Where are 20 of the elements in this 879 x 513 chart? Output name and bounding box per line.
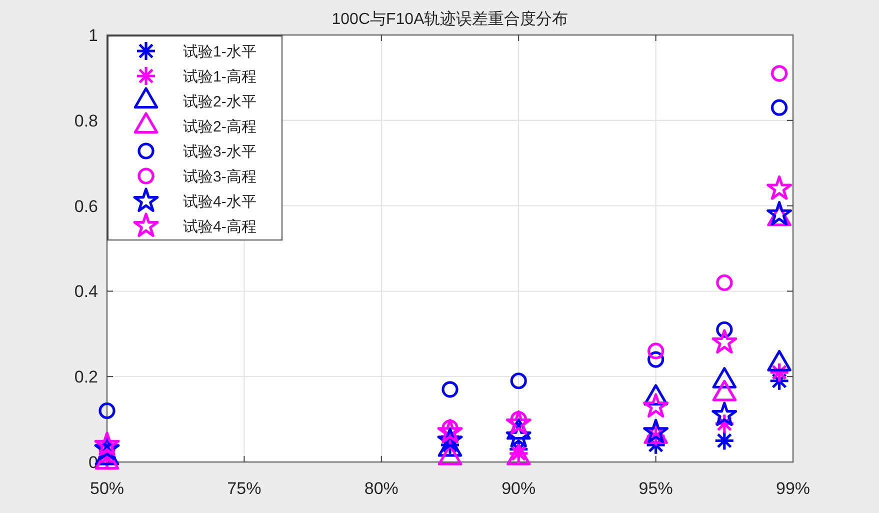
chart-title: 100C与F10A轨迹误差重合度分布 [332, 10, 568, 28]
x-tick-label: 80% [364, 479, 398, 498]
x-tick-label: 75% [227, 479, 262, 498]
legend-label: 试验3-高程 [183, 168, 256, 186]
legend-label: 试验3-水平 [183, 144, 256, 160]
legend-label: 试验2-高程 [183, 118, 256, 136]
x-tick-label: 99% [776, 479, 810, 498]
x-tick-label: 95% [638, 479, 673, 498]
y-tick-label: 0.8 [74, 111, 98, 130]
legend-label: 试验4-水平 [183, 194, 256, 210]
y-tick-label: 1 [88, 26, 98, 45]
x-tick-label: 90% [502, 479, 536, 498]
legend-label: 试验4-高程 [183, 218, 256, 236]
y-tick-label: 0.4 [74, 282, 98, 302]
legend-label: 试验1-高程 [183, 68, 256, 86]
x-tick-label: 50% [90, 479, 124, 498]
legend-label: 试验2-水平 [183, 94, 256, 110]
y-tick-label: 0.2 [74, 368, 98, 387]
legend-label: 试验1-水平 [183, 44, 256, 60]
y-tick-label: 0.6 [74, 196, 98, 216]
